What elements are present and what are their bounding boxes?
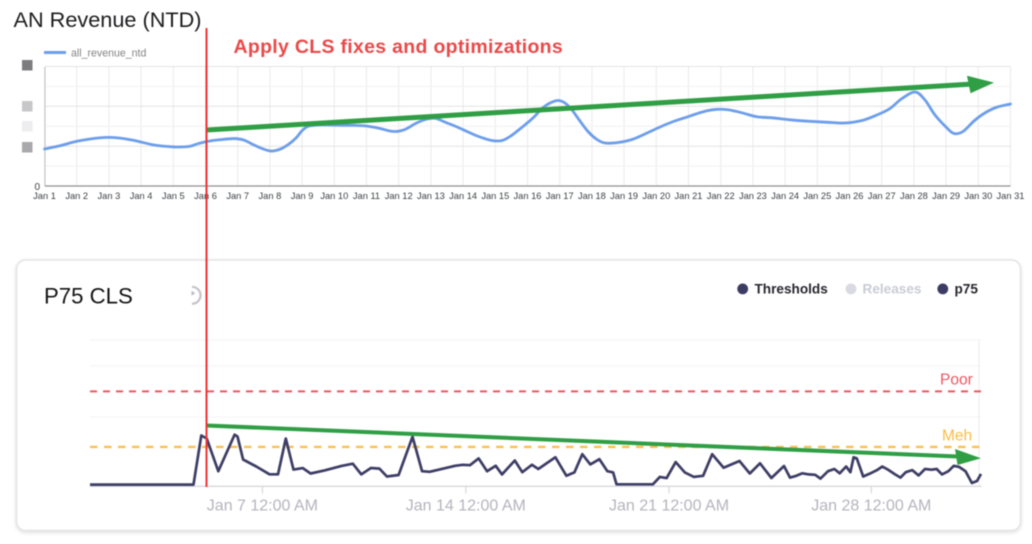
svg-text:Jan 21: Jan 21 <box>675 191 703 201</box>
svg-text:Jan 28 12:00 AM: Jan 28 12:00 AM <box>811 498 931 515</box>
svg-text:Jan 12: Jan 12 <box>385 191 413 201</box>
svg-text:Apply CLS fixes and optimizati: Apply CLS fixes and optimizations <box>234 36 564 58</box>
svg-text:Jan 5: Jan 5 <box>162 191 185 201</box>
svg-text:Jan 14 12:00 AM: Jan 14 12:00 AM <box>406 498 526 515</box>
svg-text:Jan 4: Jan 4 <box>130 191 153 201</box>
svg-text:Jan 15: Jan 15 <box>481 191 509 201</box>
svg-text:Jan 28: Jan 28 <box>900 191 928 201</box>
svg-text:Jan 20: Jan 20 <box>642 191 670 201</box>
svg-text:Thresholds: Thresholds <box>755 282 828 297</box>
svg-text:Jan 17: Jan 17 <box>546 191 574 201</box>
svg-text:Jan 11: Jan 11 <box>353 191 380 201</box>
svg-text:Releases: Releases <box>863 282 922 297</box>
svg-text:Jan 9: Jan 9 <box>291 191 314 201</box>
svg-text:Jan 21 12:00 AM: Jan 21 12:00 AM <box>609 498 729 515</box>
svg-text:Jan 31: Jan 31 <box>997 191 1025 201</box>
svg-text:all_revenue_ntd: all_revenue_ntd <box>71 48 147 60</box>
svg-text:p75: p75 <box>955 282 979 297</box>
svg-text:Jan 25: Jan 25 <box>803 191 831 201</box>
svg-text:Jan 30: Jan 30 <box>964 191 992 201</box>
svg-text:Meh: Meh <box>942 428 972 445</box>
svg-text:Jan 14: Jan 14 <box>449 191 477 201</box>
svg-text:Jan 23: Jan 23 <box>739 191 767 201</box>
svg-text:Jan 2: Jan 2 <box>65 191 88 201</box>
svg-text:AN Revenue (NTD): AN Revenue (NTD) <box>14 7 202 32</box>
svg-text:Jan 18: Jan 18 <box>578 191 606 201</box>
svg-text:P75 CLS: P75 CLS <box>44 284 133 309</box>
svg-text:Jan 3: Jan 3 <box>98 191 121 201</box>
svg-text:Jan 1: Jan 1 <box>33 191 56 201</box>
svg-text:Jan 13: Jan 13 <box>417 191 445 201</box>
svg-text:Jan 22: Jan 22 <box>707 191 735 201</box>
svg-text:Jan 24: Jan 24 <box>771 191 799 201</box>
svg-text:Jan 10: Jan 10 <box>320 191 348 201</box>
svg-text:0: 0 <box>34 182 40 193</box>
svg-text:Jan 26: Jan 26 <box>836 191 864 201</box>
svg-text:Jan 8: Jan 8 <box>259 191 282 201</box>
svg-text:Jan 7: Jan 7 <box>226 191 249 201</box>
svg-text:Jan 16: Jan 16 <box>514 191 542 201</box>
svg-text:Poor: Poor <box>940 372 973 389</box>
svg-text:Jan 29: Jan 29 <box>932 191 960 201</box>
svg-text:Jan 27: Jan 27 <box>868 191 896 201</box>
svg-text:Jan 19: Jan 19 <box>610 191 638 201</box>
svg-text:Jan 7 12:00 AM: Jan 7 12:00 AM <box>207 498 318 515</box>
